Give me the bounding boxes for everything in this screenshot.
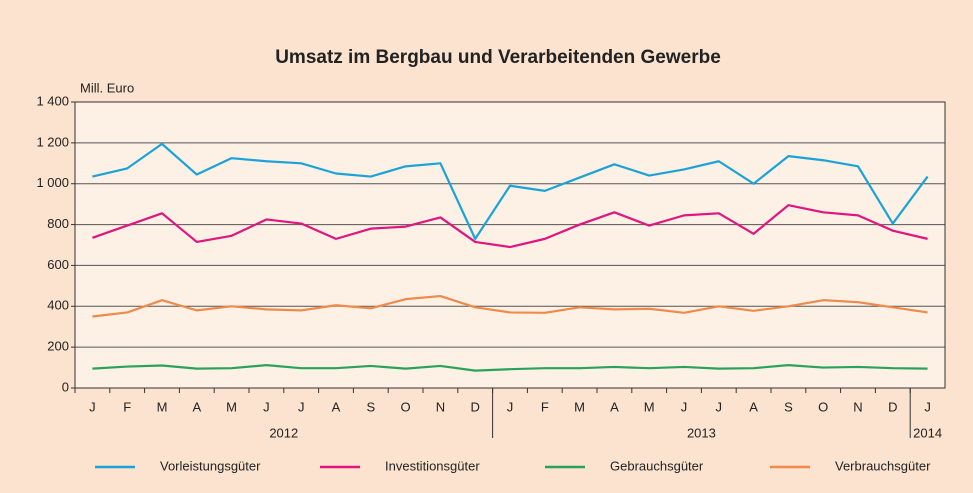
- x-tick-label: M: [644, 399, 655, 414]
- y-tick-label: 1 000: [36, 175, 69, 190]
- x-tick-label: J: [716, 399, 723, 414]
- x-group-label: 2014: [913, 425, 942, 440]
- x-group-label: 2012: [269, 425, 298, 440]
- series-line: [92, 204, 928, 249]
- legend-label: Vorleistungsgüter: [160, 458, 261, 473]
- x-tick-label: J: [89, 399, 96, 414]
- x-tick-label: O: [818, 399, 828, 414]
- y-tick-label: 1 400: [36, 93, 69, 108]
- x-tick-label: F: [123, 399, 131, 414]
- x-tick-label: J: [298, 399, 305, 414]
- series-line: [92, 142, 929, 240]
- x-tick-label: J: [924, 399, 931, 414]
- legend-label: Verbrauchsgüter: [835, 458, 931, 473]
- chart-title: Umsatz im Bergbau und Verarbeitenden Gew…: [275, 47, 721, 68]
- plot-area: [75, 102, 945, 388]
- x-tick-label: M: [226, 399, 237, 414]
- x-tick-label: S: [366, 399, 375, 414]
- x-tick-label: A: [610, 399, 619, 414]
- x-tick-label: O: [401, 399, 411, 414]
- y-tick-label: 600: [47, 257, 69, 272]
- x-tick-label: D: [888, 399, 897, 414]
- y-tick-label: 0: [62, 379, 69, 394]
- x-tick-label: J: [681, 399, 688, 414]
- x-group-label: 2013: [687, 425, 716, 440]
- x-tick-label: F: [541, 399, 549, 414]
- x-tick-label: M: [157, 399, 168, 414]
- legend-label: Gebrauchsgüter: [610, 458, 704, 473]
- x-tick-label: J: [507, 399, 514, 414]
- series-line: [92, 364, 928, 372]
- x-tick-label: J: [263, 399, 270, 414]
- x-tick-label: D: [471, 399, 480, 414]
- plot-frame: [74, 101, 946, 389]
- y-tick-label: 1 200: [36, 134, 69, 149]
- x-tick-label: S: [784, 399, 793, 414]
- x-tick-label: A: [332, 399, 341, 414]
- x-tick-label: M: [574, 399, 585, 414]
- y-axis-label: Mill. Euro: [80, 80, 134, 95]
- x-tick-label: N: [436, 399, 445, 414]
- y-tick-label: 400: [47, 298, 69, 313]
- y-tick-label: 200: [47, 339, 69, 354]
- x-tick-label: A: [192, 399, 201, 414]
- series-line: [92, 294, 928, 318]
- legend-label: Investitionsgüter: [385, 458, 480, 473]
- x-tick-label: A: [749, 399, 758, 414]
- y-tick-label: 800: [47, 216, 69, 231]
- x-tick-label: N: [853, 399, 862, 414]
